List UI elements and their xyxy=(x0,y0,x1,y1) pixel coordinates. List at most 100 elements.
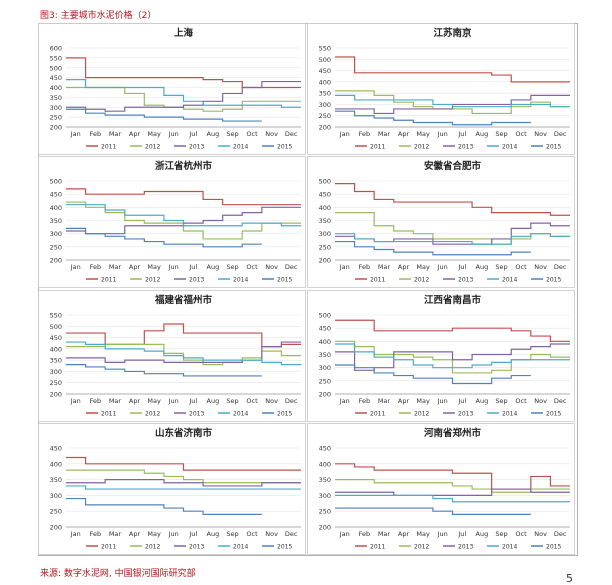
y-tick-label: 400 xyxy=(50,460,62,468)
y-tick-label: 350 xyxy=(319,217,331,225)
y-tick-label: 300 xyxy=(50,230,62,238)
legend-label: 2014 xyxy=(502,410,517,417)
series-line-2012 xyxy=(335,340,570,374)
x-tick-label: Sep xyxy=(495,130,507,138)
series-line-2014 xyxy=(66,79,301,108)
x-tick-label: Oct xyxy=(246,130,258,138)
x-tick-label: Dec xyxy=(554,530,567,538)
legend-label: 2013 xyxy=(458,143,473,150)
x-tick-label: Apr xyxy=(398,530,410,538)
y-tick-label: 450 xyxy=(319,191,331,199)
x-tick-label: Jun xyxy=(437,130,448,138)
city-price-chart: 河南省郑州市 200 250 300 350 400 450 Jan Feb Mar Apr May J… xyxy=(307,423,575,555)
x-tick-label: May xyxy=(147,530,161,538)
x-tick-label: Sep xyxy=(226,530,238,538)
legend-label: 2015 xyxy=(546,410,561,417)
x-tick-label: Sep xyxy=(226,397,238,405)
x-tick-label: Nov xyxy=(265,397,278,405)
y-tick-label: 500 xyxy=(50,323,62,331)
series-line-2014 xyxy=(66,204,301,227)
x-tick-label: Oct xyxy=(515,130,527,138)
x-tick-label: Nov xyxy=(534,397,547,405)
x-tick-label: Oct xyxy=(515,397,527,405)
x-tick-label: Jul xyxy=(188,530,197,538)
legend-label: 2012 xyxy=(414,143,429,150)
x-tick-label: Apr xyxy=(398,130,410,138)
x-tick-label: Sep xyxy=(495,397,507,405)
x-tick-label: Feb xyxy=(359,530,371,538)
chart-title: 福建省福州市 xyxy=(154,294,213,306)
x-tick-label: Jan xyxy=(70,397,81,405)
y-tick-label: 200 xyxy=(319,124,331,132)
legend-label: 2012 xyxy=(145,276,160,283)
series-line-2011 xyxy=(335,319,570,342)
series-line-2013 xyxy=(66,479,301,487)
y-tick-label: 450 xyxy=(50,334,62,342)
panel-border xyxy=(307,290,575,422)
legend-label: 2013 xyxy=(458,276,473,283)
series-line-2014 xyxy=(66,341,301,366)
x-tick-label: Apr xyxy=(129,530,141,538)
legend-label: 2013 xyxy=(458,410,473,417)
series-line-2015 xyxy=(66,108,262,122)
x-tick-label: Jan xyxy=(339,130,350,138)
x-tick-label: Nov xyxy=(265,263,278,271)
y-tick-label: 450 xyxy=(319,445,331,453)
y-tick-label: 400 xyxy=(319,338,331,346)
y-tick-label: 250 xyxy=(50,508,62,516)
y-tick-label: 350 xyxy=(50,476,62,484)
series-line-2015 xyxy=(66,497,262,515)
legend-label: 2011 xyxy=(370,543,385,550)
legend-label: 2012 xyxy=(145,143,160,150)
x-tick-label: Dec xyxy=(554,397,567,405)
series-line-2014 xyxy=(335,494,570,503)
x-tick-label: Apr xyxy=(398,397,410,405)
legend-label: 2012 xyxy=(414,276,429,283)
y-tick-label: 350 xyxy=(50,217,62,225)
x-tick-label: Jan xyxy=(339,397,350,405)
x-tick-label: Aug xyxy=(207,530,220,538)
series-line-2011 xyxy=(335,463,570,490)
legend-label: 2015 xyxy=(277,276,292,283)
city-price-chart: 江苏南京 200 250 300 350 400 450 500 550 Jan Feb Mar Apr… xyxy=(307,23,575,155)
legend-label: 2014 xyxy=(502,543,517,550)
x-tick-label: Sep xyxy=(495,530,507,538)
x-tick-label: Nov xyxy=(265,130,278,138)
y-tick-label: 250 xyxy=(50,114,62,122)
city-price-chart: 浙江省杭州市 200 250 300 350 400 450 500 Jan Feb Mar Apr M… xyxy=(38,156,306,288)
series-line-2014 xyxy=(335,343,570,369)
x-tick-label: Oct xyxy=(515,263,527,271)
series-line-2011 xyxy=(66,456,301,471)
x-tick-label: Feb xyxy=(359,397,371,405)
x-tick-label: Sep xyxy=(495,263,507,271)
chart-title: 江西省南昌市 xyxy=(424,294,482,306)
y-tick-label: 350 xyxy=(319,90,331,98)
city-price-chart: 江西省南昌市 200 250 300 350 400 450 500 Jan Feb Mar Apr M… xyxy=(307,290,575,422)
x-tick-label: May xyxy=(416,263,430,271)
y-tick-label: 300 xyxy=(50,492,62,500)
y-tick-label: 600 xyxy=(50,45,62,53)
y-tick-label: 200 xyxy=(319,257,331,265)
x-tick-label: Aug xyxy=(476,530,489,538)
x-tick-label: Jul xyxy=(457,530,466,538)
x-tick-label: Sep xyxy=(226,130,238,138)
x-tick-label: Mar xyxy=(109,530,122,538)
y-tick-label: 400 xyxy=(319,78,331,86)
y-tick-label: 400 xyxy=(50,345,62,353)
y-tick-label: 300 xyxy=(50,368,62,376)
x-tick-label: Mar xyxy=(109,130,122,138)
legend-label: 2015 xyxy=(546,543,561,550)
source-note: 来源: 数字水泥网, 中国银河国际研究部 xyxy=(40,569,196,579)
series-line-2013 xyxy=(66,341,301,363)
x-tick-label: Oct xyxy=(246,263,258,271)
x-tick-label: Aug xyxy=(207,263,220,271)
y-tick-label: 450 xyxy=(50,445,62,453)
y-tick-label: 500 xyxy=(50,64,62,72)
x-tick-label: Nov xyxy=(534,530,547,538)
x-tick-label: Jun xyxy=(437,263,448,271)
chart-title: 安徽省合肥市 xyxy=(424,160,482,172)
y-tick-label: 350 xyxy=(50,357,62,365)
y-tick-label: 300 xyxy=(319,492,331,500)
y-tick-label: 550 xyxy=(319,45,331,53)
x-tick-label: Oct xyxy=(246,397,258,405)
